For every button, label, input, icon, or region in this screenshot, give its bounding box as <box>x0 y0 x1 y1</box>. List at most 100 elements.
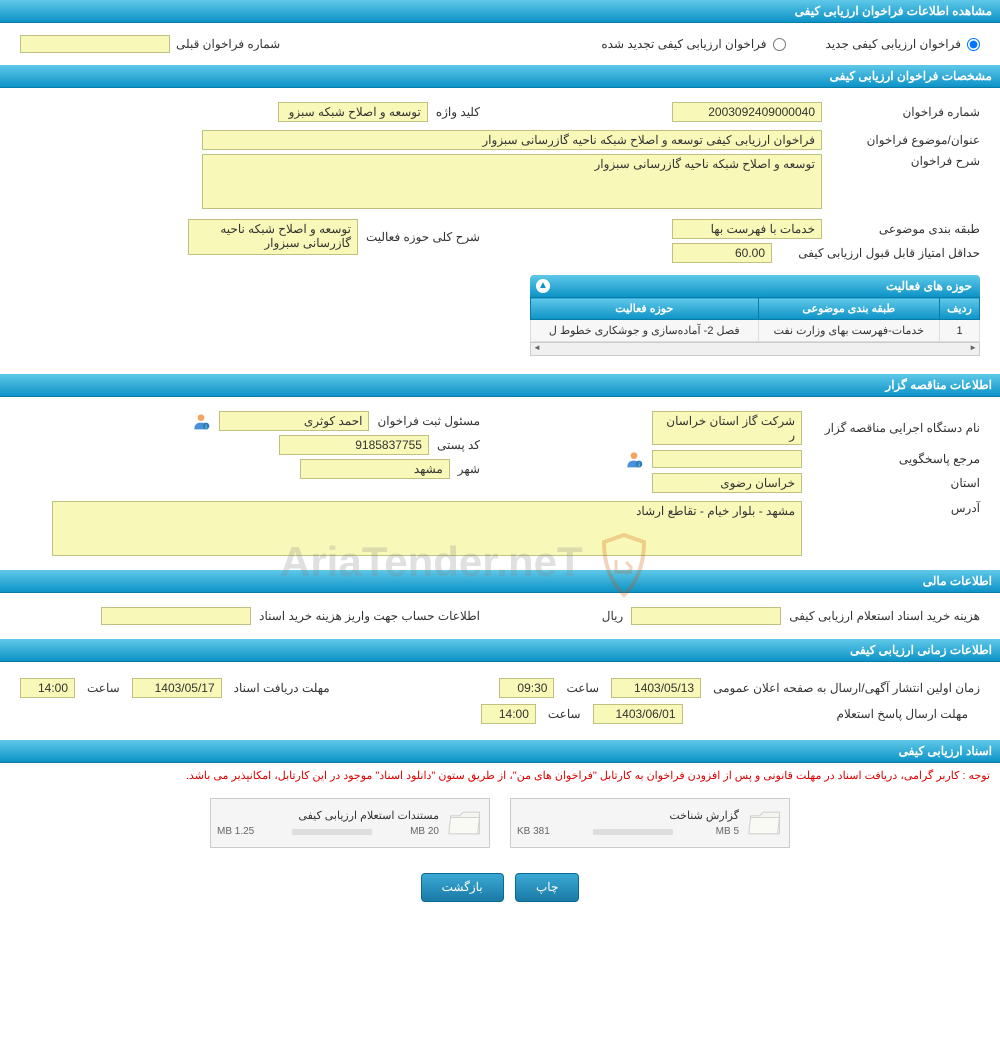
cost-field <box>631 607 781 625</box>
minscore-label: حداقل امتیاز قابل قبول ارزیابی کیفی <box>780 246 980 260</box>
account-field <box>101 607 251 625</box>
scope-field: توسعه و اصلاح شبکه ناحیه گازرسانی سبزوار <box>188 219 358 255</box>
section-header-view-info: مشاهده اطلاعات فراخوان ارزیابی کیفی <box>0 0 1000 23</box>
recv-time: 14:00 <box>20 678 75 698</box>
cell-cat: خدمات-فهرست بهای وزارت نفت <box>758 320 939 342</box>
activity-table-title: حوزه های فعالیت <box>886 279 972 293</box>
radio-renewed-label: فراخوان ارزیابی کیفی تجدید شده <box>601 37 766 51</box>
first-pub-time: 09:30 <box>499 678 554 698</box>
cell-scope: فصل 2- آماده‌سازی و جوشکاری خطوط ل <box>531 320 759 342</box>
back-button[interactable]: بازگشت <box>421 873 504 902</box>
reg-label: مسئول ثبت فراخوان <box>377 414 480 428</box>
prev-call-wrap: شماره فراخوان قبلی <box>20 35 280 53</box>
folder-icon <box>447 805 483 841</box>
svg-text:i: i <box>638 463 639 469</box>
city-label: شهر <box>458 462 480 476</box>
file2-progress <box>292 829 372 835</box>
recv-label: مهلت دریافت اسناد <box>234 681 330 695</box>
keyword-field: توسعه و اصلاح شبکه سبزو <box>278 102 428 122</box>
agency-label: نام دستگاه اجرایی مناقصه گزار <box>810 421 980 435</box>
activity-table: ردیف طبقه بندی موضوعی حوزه فعالیت 1 خدما… <box>530 297 980 342</box>
address-label: آدرس <box>810 501 980 515</box>
table-scrollbar[interactable] <box>530 342 980 356</box>
radio-new-label: فراخوان ارزیابی کیفی جدید <box>826 37 961 51</box>
file-info-2: مستندات استعلام ارزیابی کیفی 20 MB 1.25 … <box>217 809 439 837</box>
reply-label: مهلت ارسال پاسخ استعلام <box>837 707 968 721</box>
file-card-eval-docs[interactable]: مستندات استعلام ارزیابی کیفی 20 MB 1.25 … <box>210 798 490 848</box>
call-title-label: عنوان/موضوع فراخوان <box>830 133 980 147</box>
hour-label-3: ساعت <box>548 707 581 721</box>
currency-label: ریال <box>602 609 624 623</box>
print-button[interactable]: چاپ <box>515 873 579 902</box>
file1-progress <box>593 829 673 835</box>
hour-label-2: ساعت <box>87 681 120 695</box>
collapse-icon[interactable]: ▲ <box>536 279 550 293</box>
reply-time: 14:00 <box>481 704 536 724</box>
account-label: اطلاعات حساب جهت واریز هزینه خرید اسناد <box>259 609 480 623</box>
docs-notice: توجه : کاربر گرامی، دریافت اسناد در مهلت… <box>0 763 1000 788</box>
docs-block: توجه : کاربر گرامی، دریافت اسناد در مهلت… <box>0 763 1000 917</box>
address-field: مشهد - بلوار خیام - تقاطع ارشاد <box>52 501 802 556</box>
first-pub-date: 1403/05/13 <box>611 678 701 698</box>
section-header-call-spec: مشخصات فراخوان ارزیابی کیفی <box>0 65 1000 88</box>
col-cat: طبقه بندی موضوعی <box>758 298 939 320</box>
contact-label: مرجع پاسخگویی <box>810 452 980 466</box>
radio-new-call[interactable]: فراخوان ارزیابی کیفی جدید <box>826 37 980 51</box>
user-icon: i <box>191 411 211 431</box>
file-card-recognition[interactable]: گزارش شناخت 5 MB 381 KB <box>510 798 790 848</box>
col-scope: حوزه فعالیت <box>531 298 759 320</box>
call-type-row: فراخوان ارزیابی کیفی جدید فراخوان ارزیاب… <box>0 23 1000 65</box>
svg-text:i: i <box>206 425 207 431</box>
prev-call-label: شماره فراخوان قبلی <box>176 37 280 51</box>
cell-n: 1 <box>940 320 980 342</box>
first-pub-label: زمان اولین انتشار آگهی/ارسال به صفحه اعل… <box>713 681 980 695</box>
file1-used: 381 KB <box>517 826 550 837</box>
activity-table-title-bar: حوزه های فعالیت ▲ <box>530 275 980 297</box>
col-row: ردیف <box>940 298 980 320</box>
table-header-row: ردیف طبقه بندی موضوعی حوزه فعالیت <box>531 298 980 320</box>
cat-field: خدمات با فهرست بها <box>672 219 822 239</box>
file2-used: 1.25 MB <box>217 826 254 837</box>
finance-block: هزینه خرید اسناد استعلام ارزیابی کیفی ری… <box>0 593 1000 639</box>
call-desc-field: توسعه و اصلاح شبکه ناحیه گازرسانی سبزوار <box>202 154 822 209</box>
file2-total: 20 MB <box>410 826 439 837</box>
section-header-org: اطلاعات مناقصه گزار <box>0 374 1000 397</box>
radio-renewed-call[interactable]: فراخوان ارزیابی کیفی تجدید شده <box>601 37 785 51</box>
call-desc-label: شرح فراخوان <box>830 154 980 168</box>
keyword-label: کلید واژه <box>436 105 480 119</box>
radio-renewed-input[interactable] <box>773 38 786 51</box>
call-title-field: فراخوان ارزیابی کیفی توسعه و اصلاح شبکه … <box>202 130 822 150</box>
user-icon: i <box>624 449 644 469</box>
province-field: خراسان رضوی <box>652 473 802 493</box>
call-num-field: 2003092409000040 <box>672 102 822 122</box>
city-field: مشهد <box>300 459 450 479</box>
cat-label: طبقه بندی موضوعی <box>830 222 980 236</box>
table-row: 1 خدمات-فهرست بهای وزارت نفت فصل 2- آماد… <box>531 320 980 342</box>
contact-field <box>652 450 802 468</box>
recv-date: 1403/05/17 <box>132 678 222 698</box>
file-info-1: گزارش شناخت 5 MB 381 KB <box>517 809 739 837</box>
file1-total: 5 MB <box>716 826 739 837</box>
org-block: نام دستگاه اجرایی مناقصه گزار شرکت گاز ا… <box>0 397 1000 570</box>
agency-field: شرکت گاز استان خراسان ر <box>652 411 802 445</box>
file1-title: گزارش شناخت <box>517 809 739 822</box>
scope-label: شرح کلی حوزه فعالیت <box>366 230 480 244</box>
province-label: استان <box>810 476 980 490</box>
reg-field: احمد کوثری <box>219 411 369 431</box>
postal-field: 9185837755 <box>279 435 429 455</box>
activity-table-wrap: حوزه های فعالیت ▲ ردیف طبقه بندی موضوعی … <box>530 275 980 356</box>
call-spec-block: شماره فراخوان 2003092409000040 کلید واژه… <box>0 88 1000 374</box>
radio-new-input[interactable] <box>967 38 980 51</box>
folder-icon <box>747 805 783 841</box>
reply-date: 1403/06/01 <box>593 704 683 724</box>
hour-label-1: ساعت <box>566 681 599 695</box>
prev-call-field <box>20 35 170 53</box>
button-row: چاپ بازگشت <box>0 858 1000 917</box>
section-header-docs: اسناد ارزیابی کیفی <box>0 740 1000 763</box>
file-cards-row: گزارش شناخت 5 MB 381 KB مستندات استعلام … <box>0 788 1000 858</box>
section-header-times: اطلاعات زمانی ارزیابی کیفی <box>0 639 1000 662</box>
cost-label: هزینه خرید اسناد استعلام ارزیابی کیفی <box>789 609 980 623</box>
section-header-finance: اطلاعات مالی <box>0 570 1000 593</box>
minscore-field: 60.00 <box>672 243 772 263</box>
file2-title: مستندات استعلام ارزیابی کیفی <box>217 809 439 822</box>
